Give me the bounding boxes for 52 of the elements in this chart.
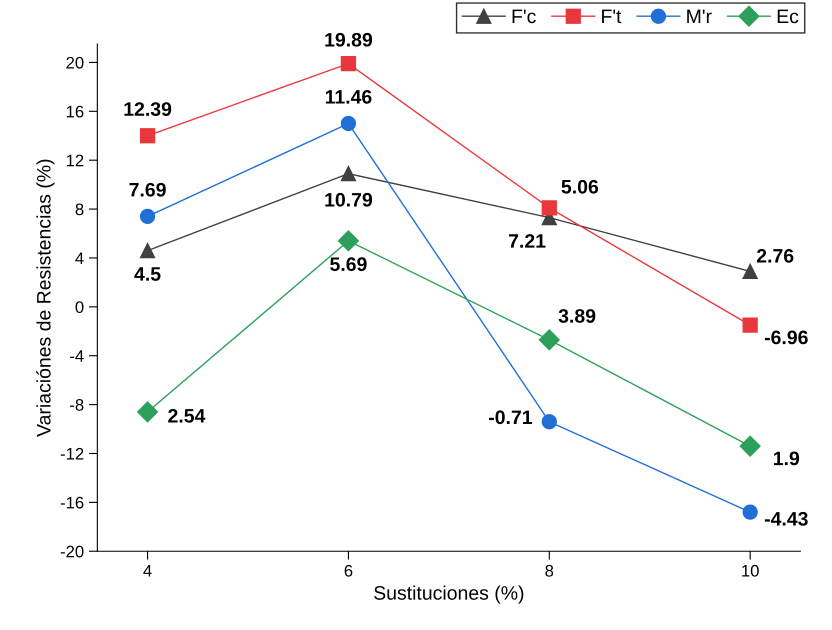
annotation: 5.06 (562, 180, 598, 194)
y-tick-label: 4 (75, 252, 84, 264)
point (740, 436, 761, 457)
y-tick-label: -20 (60, 546, 84, 558)
legend-label: Ec (778, 10, 798, 24)
x-axis-title: Sustituciones (%) (374, 586, 524, 604)
annotation: 19.89 (325, 32, 372, 47)
point (742, 318, 758, 333)
x-tick-label: 6 (344, 564, 352, 577)
annotation: -6.96 (764, 330, 808, 344)
annotation: 11.46 (326, 90, 372, 104)
annotation: 4.5 (134, 267, 161, 281)
y-tick-label: -8 (70, 399, 84, 411)
annotation: 2.76 (756, 248, 794, 263)
legend-label: M'r (687, 10, 712, 24)
y-tick-label: 20 (66, 56, 84, 69)
legend-label: F't (602, 10, 622, 24)
annotation: 1.9 (774, 451, 800, 466)
x-tick-label: 4 (143, 565, 152, 577)
x-tick-label: 10 (742, 564, 759, 577)
annotation: 7.21 (508, 234, 546, 248)
annotation: 7.69 (129, 182, 166, 197)
annotation: 2.54 (168, 408, 206, 423)
y-tick-label: -12 (60, 448, 84, 460)
point (542, 200, 557, 216)
point (338, 230, 359, 252)
point (137, 401, 158, 422)
point (140, 208, 156, 224)
y-tick-label: 0 (76, 301, 84, 314)
annotation: 10.79 (325, 192, 372, 207)
y-tick-label: 16 (66, 106, 84, 118)
y-axis-title: Variaciónes de Resistencias (%) (36, 160, 54, 437)
point (340, 116, 356, 132)
point (538, 329, 560, 350)
y-tick-label: -16 (60, 496, 84, 509)
y-tick-label: -4 (70, 350, 84, 362)
point (742, 264, 758, 280)
point (340, 166, 356, 182)
annotation: 12.39 (124, 102, 172, 116)
point (742, 504, 758, 520)
annotation: 3.89 (558, 309, 596, 323)
annotation: -0.71 (489, 410, 532, 424)
legend-label: F'c (512, 10, 536, 24)
x-tick-label: 8 (545, 564, 554, 577)
annotation: 5.69 (330, 257, 367, 272)
point (542, 414, 557, 430)
point (140, 128, 156, 144)
y-tick-label: 8 (76, 203, 84, 216)
y-tick-label: 12 (66, 154, 84, 166)
point (340, 56, 356, 72)
point (140, 242, 156, 258)
annotation: -4.43 (764, 512, 808, 526)
